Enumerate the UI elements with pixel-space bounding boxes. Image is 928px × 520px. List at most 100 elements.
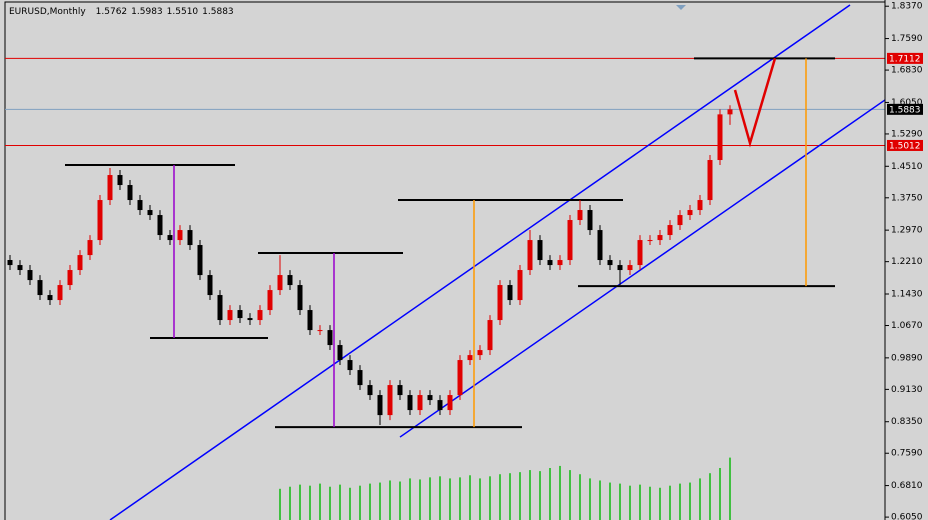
candle-body xyxy=(87,240,93,256)
candle-body xyxy=(337,345,343,361)
volume-bar xyxy=(509,473,511,520)
volume-bar xyxy=(369,483,371,520)
y-tick-label: 0.9130 xyxy=(891,385,923,395)
y-tick-label: 1.1430 xyxy=(891,290,923,300)
y-tick-label: 0.9890 xyxy=(891,353,923,363)
candle-body xyxy=(57,285,63,301)
volume-bar xyxy=(389,480,391,520)
candle-body xyxy=(587,210,593,231)
y-tick-label: 1.6050 xyxy=(891,98,923,108)
price-tag xyxy=(887,139,923,151)
candle-body xyxy=(517,270,523,301)
volume-bar xyxy=(679,483,681,520)
volume-bar xyxy=(669,485,671,520)
volume-bar xyxy=(719,468,721,520)
candle-body xyxy=(687,210,693,216)
y-tick-label: 1.4510 xyxy=(891,162,923,172)
candle-body xyxy=(147,210,153,216)
candle-body xyxy=(167,235,173,241)
volume-bar xyxy=(439,476,441,520)
volume-bar xyxy=(629,485,631,520)
candle-body xyxy=(247,318,253,321)
candle-body xyxy=(367,385,373,396)
candle-body xyxy=(447,395,453,411)
volume-bar xyxy=(659,487,661,520)
candle-body xyxy=(277,275,283,291)
volume-bar xyxy=(399,481,401,520)
candle-body xyxy=(557,260,563,266)
high-label: 1.5983 xyxy=(131,7,163,17)
price-tag-label: 1.7112 xyxy=(889,54,921,64)
candle-body xyxy=(397,385,403,396)
volume-bar xyxy=(349,487,351,520)
candle-body xyxy=(577,210,583,221)
candle-body xyxy=(137,200,143,211)
volume-bar xyxy=(699,478,701,520)
candle-body xyxy=(257,310,263,321)
candle-body xyxy=(77,255,83,271)
volume-bar xyxy=(599,480,601,520)
candle-body xyxy=(27,270,33,281)
candle-body xyxy=(327,330,333,346)
candle-body xyxy=(157,215,163,236)
candle-body xyxy=(357,370,363,386)
shift-marker xyxy=(676,5,686,10)
candle-body xyxy=(417,395,423,411)
candle-body xyxy=(117,175,123,186)
candle-body xyxy=(177,230,183,241)
candle-body xyxy=(97,200,103,241)
volume-bar xyxy=(649,486,651,520)
candle-body xyxy=(197,245,203,276)
y-tick-label: 1.7590 xyxy=(891,34,923,44)
volume-bar xyxy=(639,484,641,520)
symbol: EURUSD,Monthly xyxy=(9,7,86,17)
candle-body xyxy=(457,360,463,396)
price-tag xyxy=(887,52,923,64)
volume-bar xyxy=(329,486,331,520)
volume-bar xyxy=(319,483,321,520)
volume-bar xyxy=(489,476,491,520)
volume-bar xyxy=(339,484,341,520)
candle-body xyxy=(237,310,243,319)
volume-bar xyxy=(539,471,541,520)
volume-bar xyxy=(299,484,301,520)
y-tick-label: 1.8370 xyxy=(891,2,923,12)
volume-bar xyxy=(419,479,421,520)
candle-body xyxy=(387,385,393,416)
price-axis-bg xyxy=(886,0,928,520)
candle-body xyxy=(127,185,133,201)
volume-bar xyxy=(499,474,501,520)
plot-area xyxy=(5,4,886,520)
volume-bar xyxy=(589,478,591,520)
y-tick-label: 1.6830 xyxy=(891,66,923,76)
candle-body xyxy=(547,260,553,266)
volume-bar xyxy=(529,470,531,520)
candle-body xyxy=(187,230,193,246)
volume-bar xyxy=(449,478,451,520)
candle-body xyxy=(427,395,433,401)
candle-body xyxy=(297,285,303,311)
candle-body xyxy=(207,275,213,296)
candle-body xyxy=(527,240,533,271)
y-tick-label: 1.5290 xyxy=(891,129,923,139)
candle-body xyxy=(487,320,493,351)
volume-bar xyxy=(549,468,551,520)
candle-body xyxy=(407,395,413,411)
volume-bar xyxy=(279,488,281,520)
drawing-line xyxy=(109,4,851,520)
volume-bar xyxy=(359,485,361,520)
volume-bar xyxy=(569,470,571,520)
candle-body xyxy=(227,310,233,321)
candle-body xyxy=(657,235,663,241)
candle-body xyxy=(597,230,603,261)
y-tick-label: 0.7590 xyxy=(891,449,923,459)
volume-bar xyxy=(469,475,471,520)
volume-bar xyxy=(729,457,731,520)
volume-bar xyxy=(609,482,611,520)
volume-bar xyxy=(619,483,621,520)
drawing-line xyxy=(399,99,886,438)
volume-bar xyxy=(709,473,711,520)
candle-body xyxy=(307,310,313,331)
